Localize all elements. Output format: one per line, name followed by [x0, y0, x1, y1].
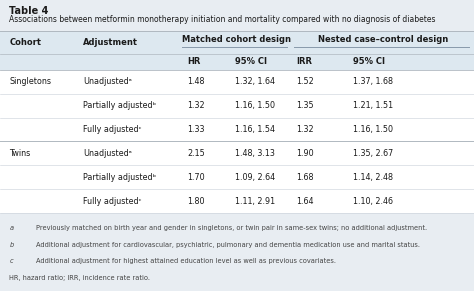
Text: 1.16, 1.54: 1.16, 1.54 [235, 125, 274, 134]
Text: 1.32, 1.64: 1.32, 1.64 [235, 77, 274, 86]
Text: Partially adjustedᵇ: Partially adjustedᵇ [83, 173, 156, 182]
Text: b: b [9, 242, 14, 248]
Text: 1.64: 1.64 [296, 197, 314, 205]
Text: 1.16, 1.50: 1.16, 1.50 [353, 125, 393, 134]
Text: IRR: IRR [296, 57, 312, 66]
Text: 95% CI: 95% CI [353, 57, 385, 66]
Text: 1.33: 1.33 [187, 125, 205, 134]
Text: 1.09, 2.64: 1.09, 2.64 [235, 173, 275, 182]
Text: Associations between metformin monotherapy initiation and mortality compared wit: Associations between metformin monothera… [9, 15, 436, 24]
Text: 95% CI: 95% CI [235, 57, 267, 66]
Text: c: c [9, 258, 13, 265]
Text: 1.68: 1.68 [296, 173, 314, 182]
Text: 1.32: 1.32 [187, 101, 205, 110]
Text: 1.16, 1.50: 1.16, 1.50 [235, 101, 274, 110]
Text: a: a [9, 225, 13, 231]
Text: Twins: Twins [9, 149, 31, 158]
Text: Table 4: Table 4 [9, 6, 49, 16]
Text: Adjustment: Adjustment [83, 38, 138, 47]
Text: 1.35: 1.35 [296, 101, 314, 110]
Text: 1.11, 2.91: 1.11, 2.91 [235, 197, 275, 205]
Text: Fully adjustedᶜ: Fully adjustedᶜ [83, 125, 141, 134]
Text: Previously matched on birth year and gender in singletons, or twin pair in same-: Previously matched on birth year and gen… [36, 225, 427, 231]
Text: 1.37, 1.68: 1.37, 1.68 [353, 77, 393, 86]
Text: Nested case–control design: Nested case–control design [318, 35, 448, 44]
Text: 1.32: 1.32 [296, 125, 314, 134]
Text: Cohort: Cohort [9, 38, 42, 47]
Text: 1.70: 1.70 [187, 173, 205, 182]
Text: Partially adjustedᵇ: Partially adjustedᵇ [83, 101, 156, 110]
Bar [0, 31, 474, 213]
Text: 1.10, 2.46: 1.10, 2.46 [353, 197, 393, 205]
Text: 2.15: 2.15 [187, 149, 205, 158]
Text: Unadjustedᵃ: Unadjustedᵃ [83, 77, 132, 86]
Text: 1.90: 1.90 [296, 149, 314, 158]
Text: 1.48: 1.48 [187, 77, 205, 86]
Text: Additional adjustment for cardiovascular, psychiatric, pulmonary and dementia me: Additional adjustment for cardiovascular… [36, 242, 419, 248]
Text: 1.80: 1.80 [187, 197, 205, 205]
Text: Unadjustedᵃ: Unadjustedᵃ [83, 149, 132, 158]
Text: 1.48, 3.13: 1.48, 3.13 [235, 149, 274, 158]
Text: Singletons: Singletons [9, 77, 52, 86]
Bar [0, 31, 474, 70]
Text: 1.52: 1.52 [296, 77, 314, 86]
Text: 1.21, 1.51: 1.21, 1.51 [353, 101, 393, 110]
Text: Additional adjustment for highest attained education level as well as previous c: Additional adjustment for highest attain… [36, 258, 336, 265]
Text: HR, hazard ratio; IRR, incidence rate ratio.: HR, hazard ratio; IRR, incidence rate ra… [9, 275, 150, 281]
Text: 1.14, 2.48: 1.14, 2.48 [353, 173, 393, 182]
Text: HR: HR [187, 57, 201, 66]
Text: 1.35, 2.67: 1.35, 2.67 [353, 149, 393, 158]
Text: Matched cohort design: Matched cohort design [182, 35, 292, 44]
Text: Fully adjustedᶜ: Fully adjustedᶜ [83, 197, 141, 205]
